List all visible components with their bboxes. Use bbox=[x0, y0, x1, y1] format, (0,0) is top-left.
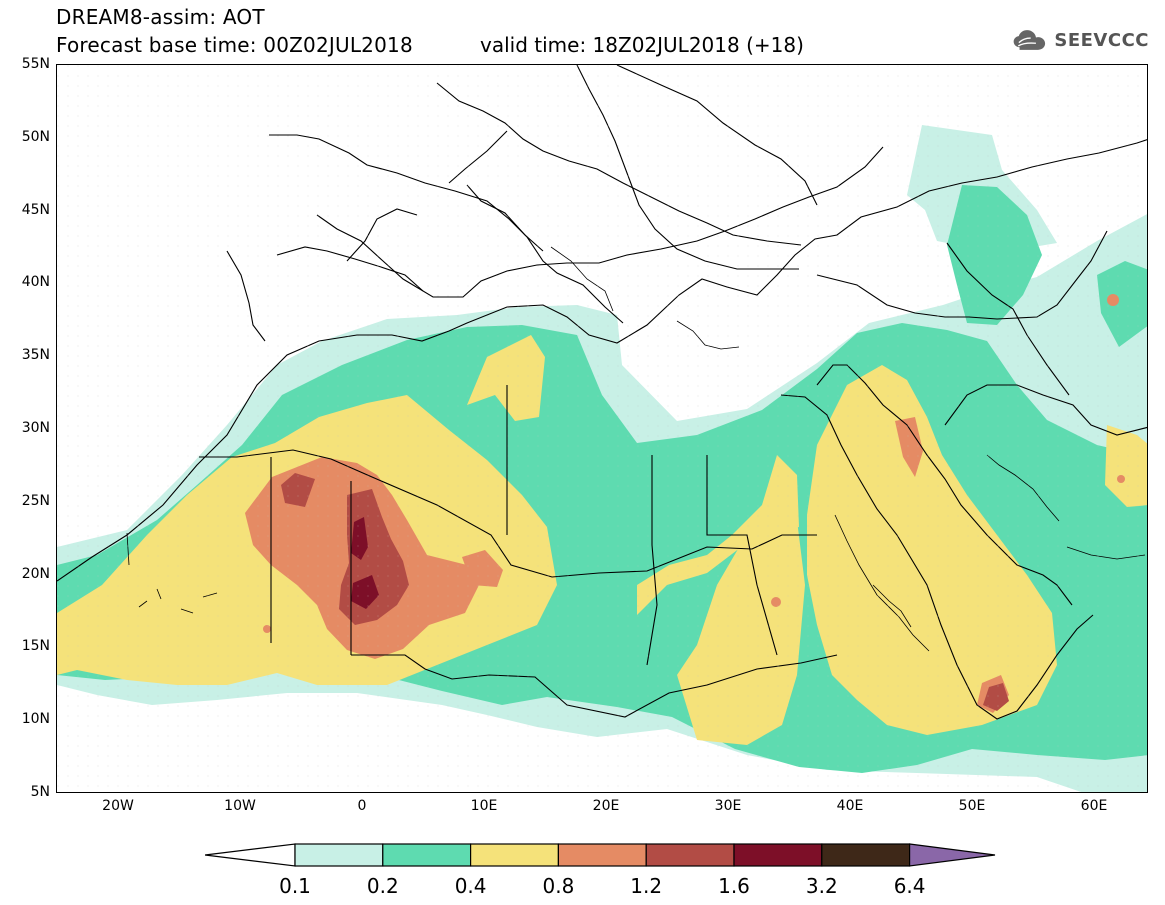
longitude-label: 10E bbox=[470, 798, 498, 814]
colorbar-segment bbox=[645, 843, 735, 867]
longitude-label: 20W bbox=[102, 798, 134, 814]
colorbar-tick-label: 0.8 bbox=[542, 874, 575, 898]
longitude-label: 30E bbox=[714, 798, 742, 814]
longitude-label: 0 bbox=[357, 798, 367, 814]
latitude-label: 20N bbox=[21, 565, 50, 582]
valid-time: valid time: 18Z02JUL2018 (+18) bbox=[480, 33, 804, 57]
colorbar-segment bbox=[294, 843, 384, 867]
latitude-label: 45N bbox=[21, 201, 50, 218]
latitude-label: 15N bbox=[21, 638, 50, 655]
colorbar-tick-label: 3.2 bbox=[805, 874, 838, 898]
seevccc-logo: SEEVCCC bbox=[1013, 22, 1149, 58]
colorbar-tick-label: 6.4 bbox=[893, 874, 926, 898]
latitude-label: 5N bbox=[30, 784, 50, 800]
latitude-label: 35N bbox=[21, 347, 50, 364]
colorbar-tick-label: 0.1 bbox=[279, 874, 311, 898]
colorbar-tick-label: 0.4 bbox=[454, 874, 487, 898]
aot-map bbox=[56, 64, 1148, 793]
cloud-icon bbox=[1013, 30, 1046, 50]
longitude-label: 20E bbox=[592, 798, 620, 814]
colorbar-segment bbox=[382, 843, 472, 867]
longitude-label: 50E bbox=[958, 798, 986, 814]
latitude-label: 30N bbox=[21, 420, 50, 436]
colorbar-tick-label: 1.2 bbox=[630, 874, 663, 898]
colorbar-segment bbox=[557, 843, 647, 867]
latitude-label: 10N bbox=[21, 711, 50, 728]
latitude-label: 25N bbox=[21, 492, 50, 509]
map-title: DREAM8-assim: AOT bbox=[56, 5, 265, 29]
colorbar-lower-extension bbox=[205, 843, 296, 867]
forecast-base-time: Forecast base time: 00Z02JUL2018 bbox=[56, 33, 413, 57]
colorbar-tick-label: 1.6 bbox=[718, 874, 750, 898]
longitude-label: 10W bbox=[224, 798, 256, 814]
colorbar-segment bbox=[470, 843, 560, 867]
longitude-label: 40E bbox=[836, 798, 864, 814]
colorbar-segment bbox=[733, 843, 823, 867]
longitude-label: 60E bbox=[1080, 798, 1108, 814]
logo-text: SEEVCCC bbox=[1054, 29, 1149, 51]
aot-colorbar bbox=[205, 843, 996, 867]
colorbar-upper-extension bbox=[909, 843, 996, 867]
colorbar-segment bbox=[821, 843, 911, 867]
latitude-label: 55N bbox=[21, 56, 50, 72]
latitude-label: 50N bbox=[21, 128, 50, 145]
colorbar-tick-label: 0.2 bbox=[366, 874, 399, 898]
latitude-label: 40N bbox=[21, 274, 50, 291]
